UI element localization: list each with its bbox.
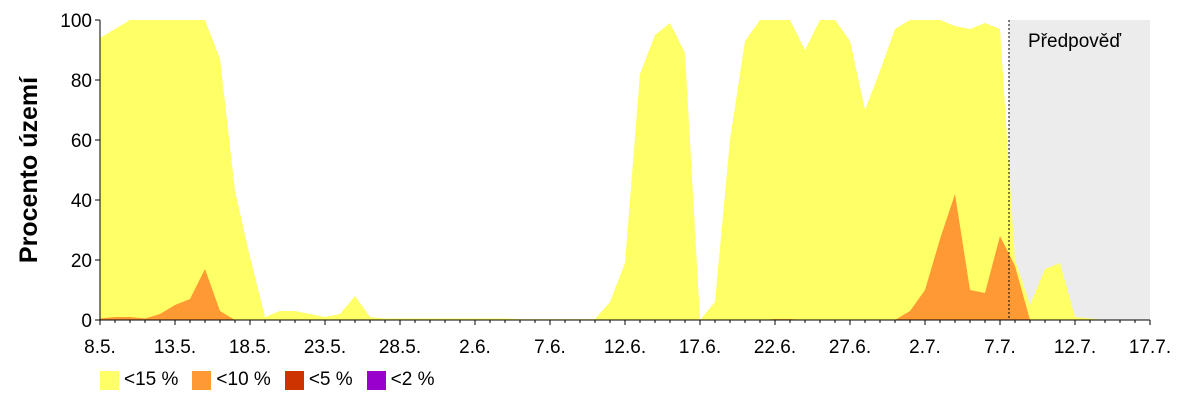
x-tick-label: 22.6. — [754, 337, 796, 358]
y-tick-label: 80 — [71, 71, 92, 92]
series-areas — [100, 20, 1150, 320]
x-tick-labels: 8.5. 13.5. 18.5. 23.5. 28.5. 2.6. 7.6. 12.6. 17.… — [84, 337, 1171, 358]
series-area-2 — [100, 194, 1150, 320]
x-tick-label: 7.7. — [984, 337, 1016, 358]
x-tick-label: 17.7. — [1129, 337, 1171, 358]
legend-item: <15 % — [100, 369, 178, 391]
x-tick-label: 12.7. — [1054, 337, 1096, 358]
x-tick-label: 8.5. — [84, 337, 116, 358]
y-tick-label: 100 — [60, 11, 92, 32]
legend-label: <15 % — [124, 369, 179, 390]
x-tick-label: 7.6. — [534, 337, 566, 358]
x-tick-label: 12.6. — [604, 337, 646, 358]
y-tick-label: 20 — [71, 251, 92, 272]
axes — [95, 19, 1151, 325]
y-tick-labels: 0 20 40 60 80 100 — [60, 11, 92, 332]
x-tick-label: 2.7. — [909, 337, 941, 358]
series-area-1 — [100, 20, 1150, 320]
legend-swatch — [192, 370, 212, 390]
legend-swatch — [366, 370, 386, 390]
x-tick-label: 18.5. — [229, 337, 271, 358]
x-tick-label: 13.5. — [154, 337, 196, 358]
forecast-region — [1009, 20, 1150, 320]
legend-label: <5 % — [308, 369, 353, 390]
legend: <15 % <10 % <5 % <2 % — [100, 369, 449, 391]
legend-item: <2 % — [366, 369, 435, 391]
y-axis-label: Procento území — [15, 76, 43, 263]
legend-label: <2 % — [390, 369, 435, 390]
x-tick-label: 27.6. — [829, 337, 871, 358]
x-tick-label: 28.5. — [379, 337, 421, 358]
legend-label: <10 % — [216, 369, 271, 390]
y-tick-label: 60 — [71, 131, 92, 152]
legend-swatch — [284, 370, 304, 390]
y-tick-label: 40 — [71, 191, 92, 212]
x-tick-label: 17.6. — [679, 337, 721, 358]
x-tick-label: 23.5. — [304, 337, 346, 358]
forecast-label: Předpověď — [1028, 31, 1121, 52]
x-tick-label: 2.6. — [459, 337, 491, 358]
legend-item: <10 % — [192, 369, 271, 391]
y-tick-label: 0 — [81, 311, 92, 332]
legend-item: <5 % — [284, 369, 353, 391]
legend-swatch — [100, 370, 119, 390]
